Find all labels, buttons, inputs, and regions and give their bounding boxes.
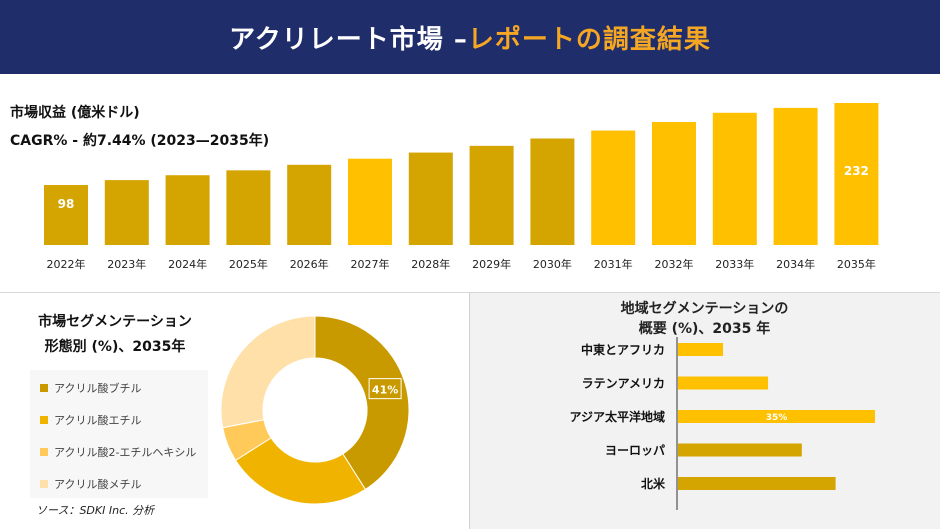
year-tick-label: 2025年: [229, 257, 268, 271]
region-bar: [678, 376, 769, 390]
revenue-bar: [712, 112, 757, 245]
legend-swatch: [40, 480, 48, 488]
year-tick-label: 2035年: [837, 257, 876, 271]
legend-swatch: [40, 416, 48, 424]
region-label: 北米: [641, 476, 666, 491]
legend-item: アクリル酸メチル: [40, 476, 141, 492]
revenue-bar: [165, 175, 210, 245]
page-title: アクリレート市場 –レポートの調査結果: [229, 19, 711, 56]
region-label: ヨーロッパ: [605, 444, 665, 458]
cagr-label: CAGR% - 約7.44% (2023—2035年): [10, 133, 270, 149]
year-tick-label: 2023年: [107, 257, 146, 271]
revenue-bar: [226, 170, 271, 245]
form-segment-title-line1: 市場セグメンテーション: [38, 314, 192, 330]
year-tick-label: 2030年: [533, 257, 572, 271]
year-tick-label: 2028年: [411, 257, 450, 271]
donut-slice: [314, 315, 410, 491]
year-tick-label: 2029年: [472, 257, 511, 271]
revenue-bar: [591, 130, 636, 245]
region-label: アジア太平洋地域: [569, 409, 665, 424]
slice-label-box: [368, 378, 402, 400]
legend-label: アクリル酸エチル: [54, 414, 142, 427]
region-label: 中東とアフリカ: [581, 342, 665, 357]
legend-item: アクリル酸ブチル: [40, 380, 141, 396]
revenue-bar: [834, 103, 879, 245]
title-main: アクリレート市場 –: [229, 24, 468, 55]
legend-item: アクリル酸2-エチルヘキシル: [40, 444, 196, 460]
year-tick-label: 2022年: [47, 257, 86, 271]
revenue-bar: [530, 138, 575, 245]
revenue-bar: [348, 158, 392, 245]
year-tick-label: 2024年: [168, 257, 207, 271]
donut-slice: [220, 315, 316, 429]
form-segment-title-line2: 形態別 (%)、2035年: [44, 339, 186, 355]
region-bar: [678, 410, 875, 423]
revenue-bar: [652, 121, 696, 245]
revenue-bar: [104, 180, 149, 245]
donut-legend: アクリル酸ブチル アクリル酸エチル アクリル酸2-エチルヘキシル アクリル酸メチ…: [30, 370, 208, 498]
legend-swatch: [40, 448, 48, 456]
revenue-bar: [44, 185, 88, 245]
year-tick-label: 2031年: [594, 257, 633, 271]
legend-label: アクリル酸2-エチルヘキシル: [54, 446, 197, 459]
legend-label: アクリル酸ブチル: [54, 382, 142, 395]
revenue-bar: [408, 152, 453, 245]
legend-swatch: [40, 384, 48, 392]
year-tick-label: 2033年: [715, 257, 754, 271]
year-tick-label: 2027年: [351, 257, 390, 271]
region-bar: [678, 443, 802, 457]
donut-slice: [234, 437, 367, 505]
bar-value-label: 232: [844, 164, 869, 178]
year-tick-label: 2032年: [655, 257, 694, 271]
slice-label-text: 41%: [372, 384, 398, 397]
title-accent: レポートの調査結果: [467, 24, 711, 55]
legend-label: アクリル酸メチル: [54, 478, 142, 491]
revenue-bar: [287, 164, 332, 245]
revenue-bar: [469, 145, 514, 245]
year-tick-label: 2034年: [776, 257, 815, 271]
bar-value-label: 98: [58, 197, 75, 211]
region-segment-title-line1: 地域セグメンテーションの: [620, 301, 789, 317]
report-header: アクリレート市場 –レポートの調査結果: [0, 0, 940, 74]
form-donut-chart: 41%: [220, 315, 410, 505]
revenue-bar-chart: 2022年 98 2023年 2024年 2025年 2026年 2027年 2028年 202…: [44, 103, 879, 271]
legend-item: アクリル酸エチル: [40, 412, 141, 428]
year-tick-label: 2026年: [290, 257, 329, 271]
slice-data-label: 41%: [368, 378, 402, 400]
region-bar: [678, 343, 724, 356]
revenue-label: 市場収益 (億米ドル): [10, 105, 140, 121]
region-segment-title-line2: 概要 (%)、2035 年: [638, 321, 771, 337]
region-bar: [678, 477, 836, 490]
region-label: ラテンアメリカ: [582, 377, 665, 391]
section-divider: [0, 292, 940, 293]
revenue-bar: [773, 107, 818, 246]
source-note: ソース：SDKI Inc. 分析: [36, 504, 155, 517]
region-bar-value-label: 35%: [766, 413, 788, 423]
